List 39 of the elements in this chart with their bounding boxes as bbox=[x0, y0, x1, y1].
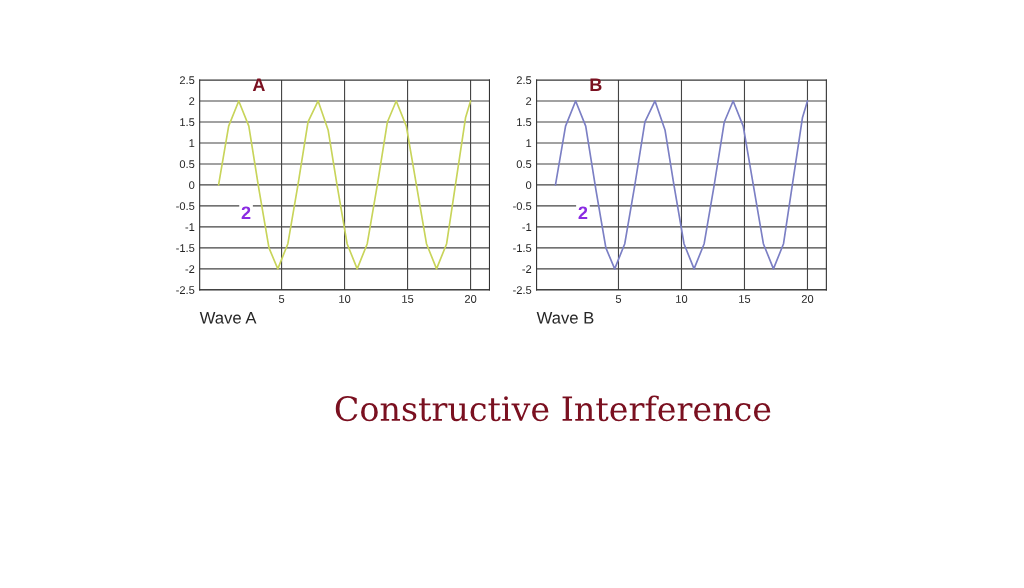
text: Wave B bbox=[536, 312, 594, 324]
x-tick-label: 20 bbox=[801, 295, 814, 303]
y-tick-label: 0.5 bbox=[179, 160, 195, 169]
y-tick-label: -1 bbox=[185, 223, 195, 231]
y-tick-label: 2 bbox=[526, 97, 532, 105]
y-tick-label: 0.5 bbox=[516, 160, 532, 169]
annotation: B bbox=[590, 78, 602, 91]
y-tick-label: -0.5 bbox=[176, 202, 195, 211]
x-tick-label: 5 bbox=[615, 295, 622, 303]
y-tick-label: 1 bbox=[526, 139, 532, 147]
y-tick-label: -0.5 bbox=[513, 202, 532, 211]
y-tick-label: 2.5 bbox=[516, 76, 532, 85]
y-tick-label: -1.5 bbox=[513, 244, 532, 253]
annotation: 2 bbox=[241, 206, 251, 219]
annotation: A bbox=[252, 78, 265, 91]
x-tick-label: 10 bbox=[676, 295, 688, 303]
line-series bbox=[217, 100, 472, 270]
text: Constructive Interference bbox=[335, 395, 771, 422]
y-tick-label: 1.5 bbox=[180, 118, 195, 127]
y-tick-label: -2 bbox=[522, 265, 532, 273]
x-tick-label: 10 bbox=[339, 295, 351, 303]
x-tick-label: 20 bbox=[464, 295, 477, 303]
y-tick-label: -1 bbox=[522, 223, 532, 231]
y-tick-label: -1.5 bbox=[176, 244, 195, 253]
x-tick-label: 15 bbox=[739, 295, 751, 303]
y-tick-label: 1.5 bbox=[517, 118, 532, 127]
y-tick-label: 2.5 bbox=[179, 76, 195, 85]
y-tick-label: -2.5 bbox=[176, 286, 195, 295]
y-tick-label: 2 bbox=[189, 97, 195, 105]
annotation: 2 bbox=[578, 206, 588, 219]
y-tick-label: 0 bbox=[525, 181, 532, 190]
y-tick-label: -2 bbox=[185, 265, 195, 273]
line-series bbox=[554, 100, 809, 270]
y-tick-label: 0 bbox=[189, 181, 195, 190]
x-tick-label: 15 bbox=[402, 295, 414, 303]
text: Wave A bbox=[199, 312, 257, 324]
y-tick-label: -2.5 bbox=[513, 286, 532, 295]
x-tick-label: 5 bbox=[278, 295, 285, 303]
y-tick-label: 1 bbox=[189, 139, 195, 147]
